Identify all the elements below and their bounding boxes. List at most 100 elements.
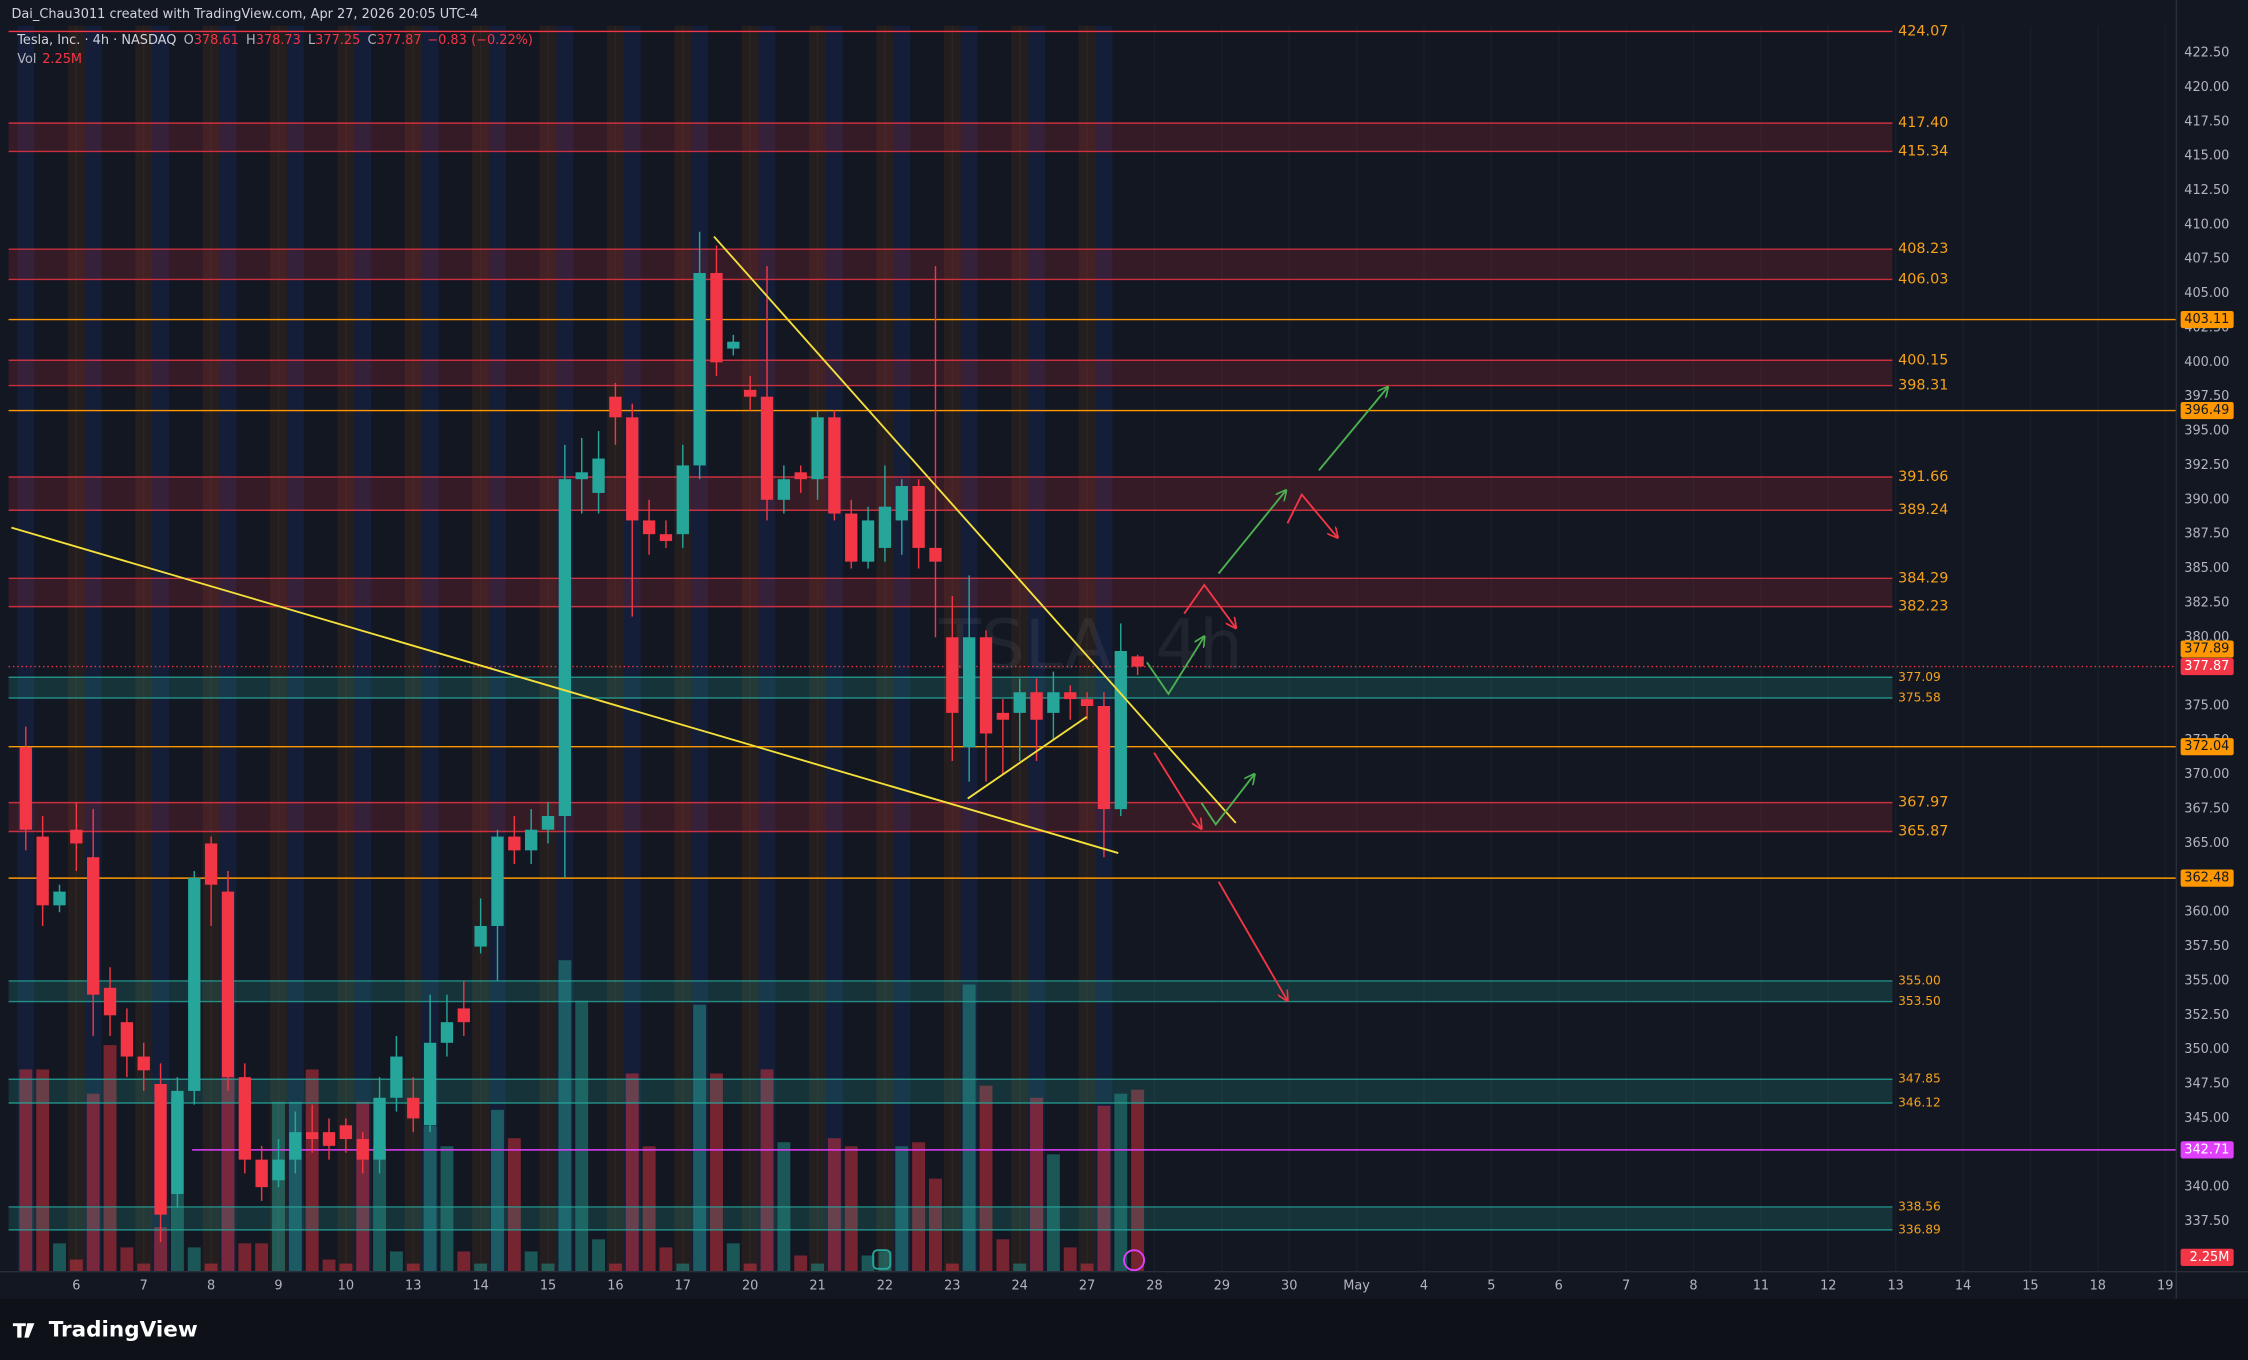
candle-body bbox=[356, 1139, 369, 1160]
x-tick-label: 19 bbox=[2157, 1279, 2173, 1294]
candle-body bbox=[946, 637, 959, 713]
price-tag-label: 377.89 bbox=[2184, 642, 2229, 657]
candle-body bbox=[306, 1132, 319, 1140]
session-band bbox=[152, 25, 169, 1272]
x-tick-label: 15 bbox=[540, 1279, 556, 1294]
y-tick-label: 350.00 bbox=[2184, 1042, 2229, 1057]
session-band bbox=[809, 25, 826, 1272]
volume-tag-label: 2.25M bbox=[2190, 1250, 2230, 1265]
session-band bbox=[270, 25, 287, 1272]
candle-body bbox=[36, 836, 49, 906]
candle-body bbox=[87, 857, 100, 995]
candle-body bbox=[70, 829, 83, 844]
candle-body bbox=[53, 891, 66, 906]
volume-bar bbox=[36, 1069, 50, 1272]
y-tick-label: 417.50 bbox=[2184, 114, 2229, 129]
candle-body bbox=[861, 520, 875, 562]
volume-bar bbox=[811, 1263, 825, 1272]
y-tick-label: 360.00 bbox=[2184, 905, 2229, 920]
volume-bar bbox=[187, 1247, 201, 1272]
candle-body bbox=[626, 417, 639, 521]
session-band bbox=[1095, 25, 1113, 1272]
y-tick-label: 407.50 bbox=[2184, 252, 2229, 267]
y-tick-label: 352.50 bbox=[2184, 1008, 2229, 1023]
x-tick-label: 7 bbox=[1622, 1279, 1630, 1294]
arrow-up bbox=[1200, 774, 1254, 826]
price-tag bbox=[2180, 869, 2234, 887]
legend-key: Vol bbox=[17, 51, 36, 66]
y-tick-label: 355.00 bbox=[2184, 973, 2229, 988]
y-tick-label: 345.00 bbox=[2184, 1111, 2229, 1126]
x-tick-label: 12 bbox=[1820, 1279, 1836, 1294]
candle-body bbox=[1131, 656, 1144, 667]
y-tick-label: 370.00 bbox=[2184, 767, 2229, 782]
x-tick-label: 6 bbox=[1555, 1279, 1563, 1294]
candle-body bbox=[811, 417, 824, 480]
volume-bar bbox=[861, 1255, 875, 1272]
candle-body bbox=[794, 472, 807, 480]
legend-value: 377.25 bbox=[315, 33, 360, 48]
level-label: 338.56 bbox=[1898, 1199, 1941, 1213]
session-band bbox=[17, 25, 35, 1272]
y-tick-label: 397.50 bbox=[2184, 389, 2229, 404]
volume-bar bbox=[507, 1138, 521, 1272]
legend-key: H bbox=[246, 33, 256, 48]
volume-bar bbox=[760, 1069, 774, 1272]
candle-body bbox=[19, 747, 32, 830]
price-tag bbox=[2180, 657, 2234, 676]
volume-bar bbox=[86, 1093, 100, 1272]
candle-body bbox=[558, 479, 572, 816]
y-tick-label: 400.00 bbox=[2184, 355, 2229, 370]
session-band bbox=[354, 25, 372, 1272]
volume-bar bbox=[406, 1263, 420, 1272]
legend-key: O bbox=[184, 33, 194, 48]
zone bbox=[8, 980, 1893, 1002]
legend-key: C bbox=[367, 33, 376, 48]
volume-bar bbox=[743, 1263, 757, 1272]
candle-body bbox=[845, 513, 858, 562]
arrow-down bbox=[1286, 492, 1337, 538]
drawings bbox=[11, 235, 1387, 1272]
level-label: 346.12 bbox=[1898, 1096, 1941, 1110]
volume-bar bbox=[794, 1255, 808, 1272]
session-band bbox=[337, 25, 355, 1272]
session-band bbox=[286, 25, 304, 1272]
trendline bbox=[11, 526, 1119, 854]
volume-bar bbox=[726, 1243, 740, 1272]
price-tag-label: 377.87 bbox=[2184, 659, 2229, 674]
price-tag-label: 362.48 bbox=[2184, 871, 2229, 886]
x-tick-label: 14 bbox=[472, 1279, 488, 1294]
candle-body bbox=[541, 815, 555, 830]
candle-body bbox=[1114, 651, 1127, 810]
level-label: 408.23 bbox=[1898, 241, 1948, 257]
candle-body bbox=[642, 520, 656, 535]
level-label: 382.23 bbox=[1898, 599, 1948, 615]
y-tick-label: 357.50 bbox=[2184, 939, 2229, 954]
x-tick-label: 23 bbox=[944, 1279, 960, 1294]
arrow-down bbox=[1153, 752, 1201, 829]
candle-body bbox=[1047, 692, 1060, 713]
candle-body bbox=[238, 1077, 251, 1160]
candle-body bbox=[474, 925, 487, 947]
volume-bar bbox=[1013, 1263, 1027, 1272]
volume-bar bbox=[945, 1263, 959, 1272]
session-band bbox=[489, 25, 506, 1272]
candle-body bbox=[423, 1042, 437, 1126]
x-tick-label: 5 bbox=[1487, 1279, 1495, 1294]
level-label: 336.89 bbox=[1898, 1222, 1941, 1236]
volume-bar bbox=[693, 1004, 707, 1272]
footer-brand: TradingView bbox=[49, 1317, 198, 1342]
y-tick-label: 410.00 bbox=[2184, 217, 2229, 232]
x-tick-label: 29 bbox=[1214, 1279, 1230, 1294]
candle-body bbox=[1030, 692, 1043, 720]
zone bbox=[8, 1079, 1893, 1104]
candle-body bbox=[525, 829, 538, 851]
volume-bar bbox=[389, 1251, 403, 1272]
session-band bbox=[606, 25, 624, 1272]
x-tick-label: 30 bbox=[1281, 1279, 1297, 1294]
candle-body bbox=[609, 396, 622, 418]
zone bbox=[8, 1206, 1893, 1230]
volume-bar bbox=[238, 1243, 252, 1272]
price-tag-label: 396.49 bbox=[2184, 403, 2229, 418]
level-label: 406.03 bbox=[1898, 271, 1948, 287]
